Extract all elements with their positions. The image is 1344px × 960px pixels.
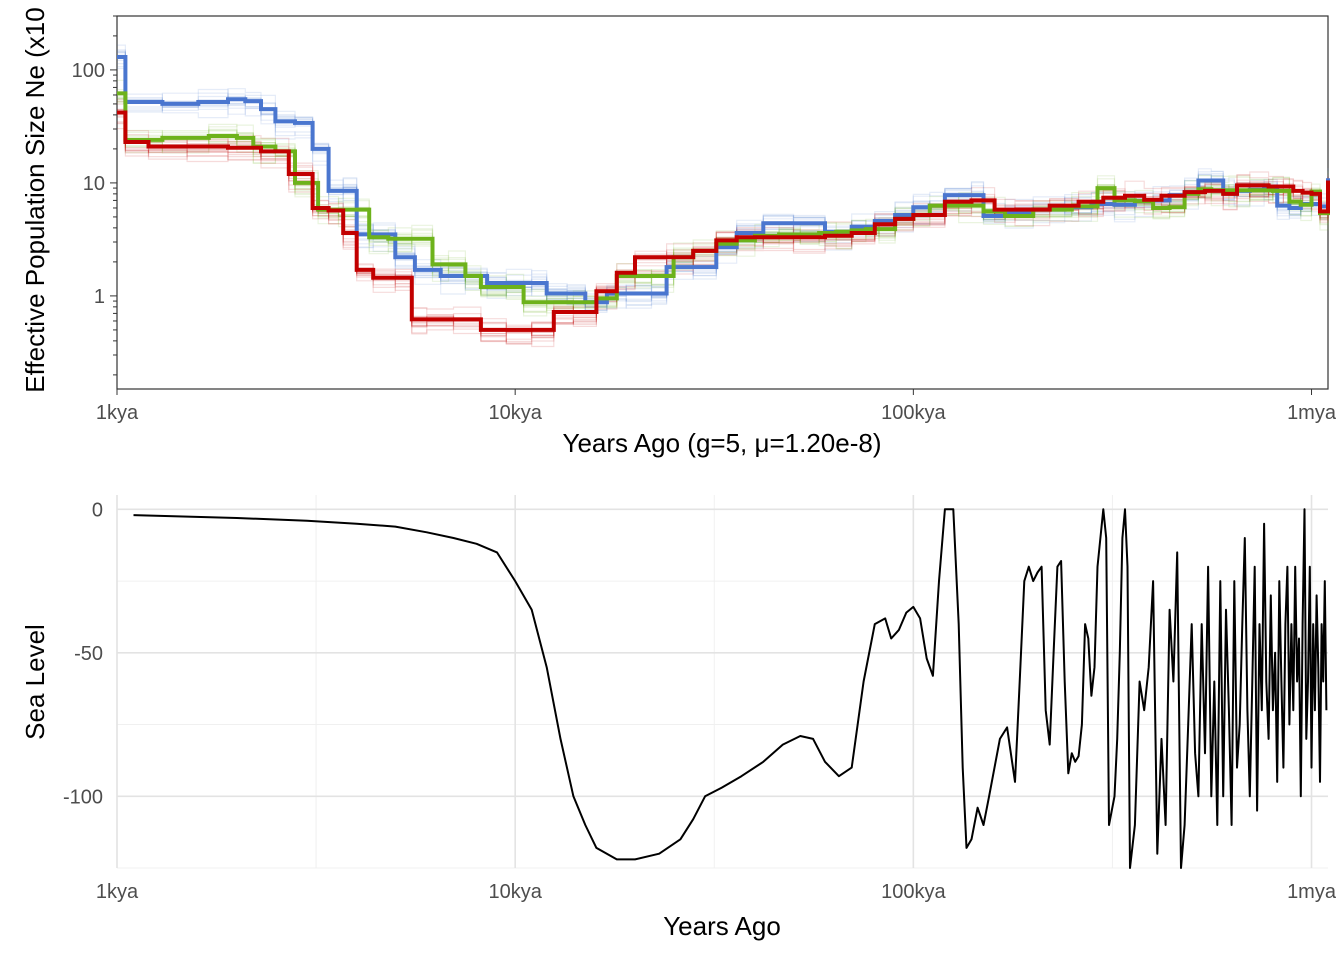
top-x-tick-label: 1kya [96, 402, 139, 424]
top-y-axis: 1 10 100 [72, 15, 117, 376]
top-y-tick-label: 1 [94, 286, 105, 308]
background-trajectory [117, 49, 1329, 299]
bottom-y-tick-label: -100 [63, 786, 103, 808]
background-trajectory [117, 50, 1329, 295]
bottom-y-tick-label: -50 [74, 643, 103, 665]
top-series-lines [117, 55, 1330, 332]
background-trajectory [117, 123, 1329, 344]
sea-level-panel: 0 -50 -100 1kya 10kya 100kya 1mya Sea Level Y… [20, 495, 1337, 941]
top-y-tick-label: 100 [72, 60, 105, 82]
background-trajectory [117, 44, 1329, 301]
top-y-tick-label: 10 [83, 173, 105, 195]
population-series-line [117, 110, 1330, 332]
bottom-x-tick-label: 100kya [881, 881, 946, 903]
background-trajectory [117, 128, 1329, 348]
bottom-x-tick-label: 1kya [96, 881, 139, 903]
top-x-tick-label: 1mya [1287, 402, 1337, 424]
population-size-panel: 1 10 100 1kya 10kya 100kya 1mya Effective Pop… [20, 7, 1337, 458]
top-x-tick-label: 100kya [881, 402, 946, 424]
bottom-x-axis-title: Years Ago [663, 911, 781, 941]
top-y-axis-title: Effective Population Size Ne (x10 [20, 7, 50, 392]
top-y-axis-title-main: Effective Population Size Ne (x10 [20, 7, 50, 392]
top-x-axis: 1kya 10kya 100kya 1mya [96, 389, 1337, 424]
bottom-x-tick-label: 10kya [488, 881, 542, 903]
top-x-axis-title: Years Ago (g=5, μ=1.20e-8) [562, 428, 881, 458]
bottom-y-axis: 0 -50 -100 [63, 499, 103, 808]
bottom-x-tick-label: 1mya [1287, 881, 1337, 903]
bottom-y-axis-title: Sea Level [20, 624, 50, 740]
bottom-series-lines [133, 508, 1328, 869]
top-x-tick-label: 10kya [488, 402, 542, 424]
sea-level-line [133, 508, 1328, 869]
population-series-line [117, 55, 1330, 305]
background-trajectory [117, 116, 1329, 345]
background-trajectory [117, 55, 1329, 301]
bottom-x-axis: 1kya 10kya 100kya 1mya [96, 881, 1337, 903]
background-trajectory [117, 121, 1329, 343]
bottom-y-tick-label: 0 [92, 499, 103, 521]
